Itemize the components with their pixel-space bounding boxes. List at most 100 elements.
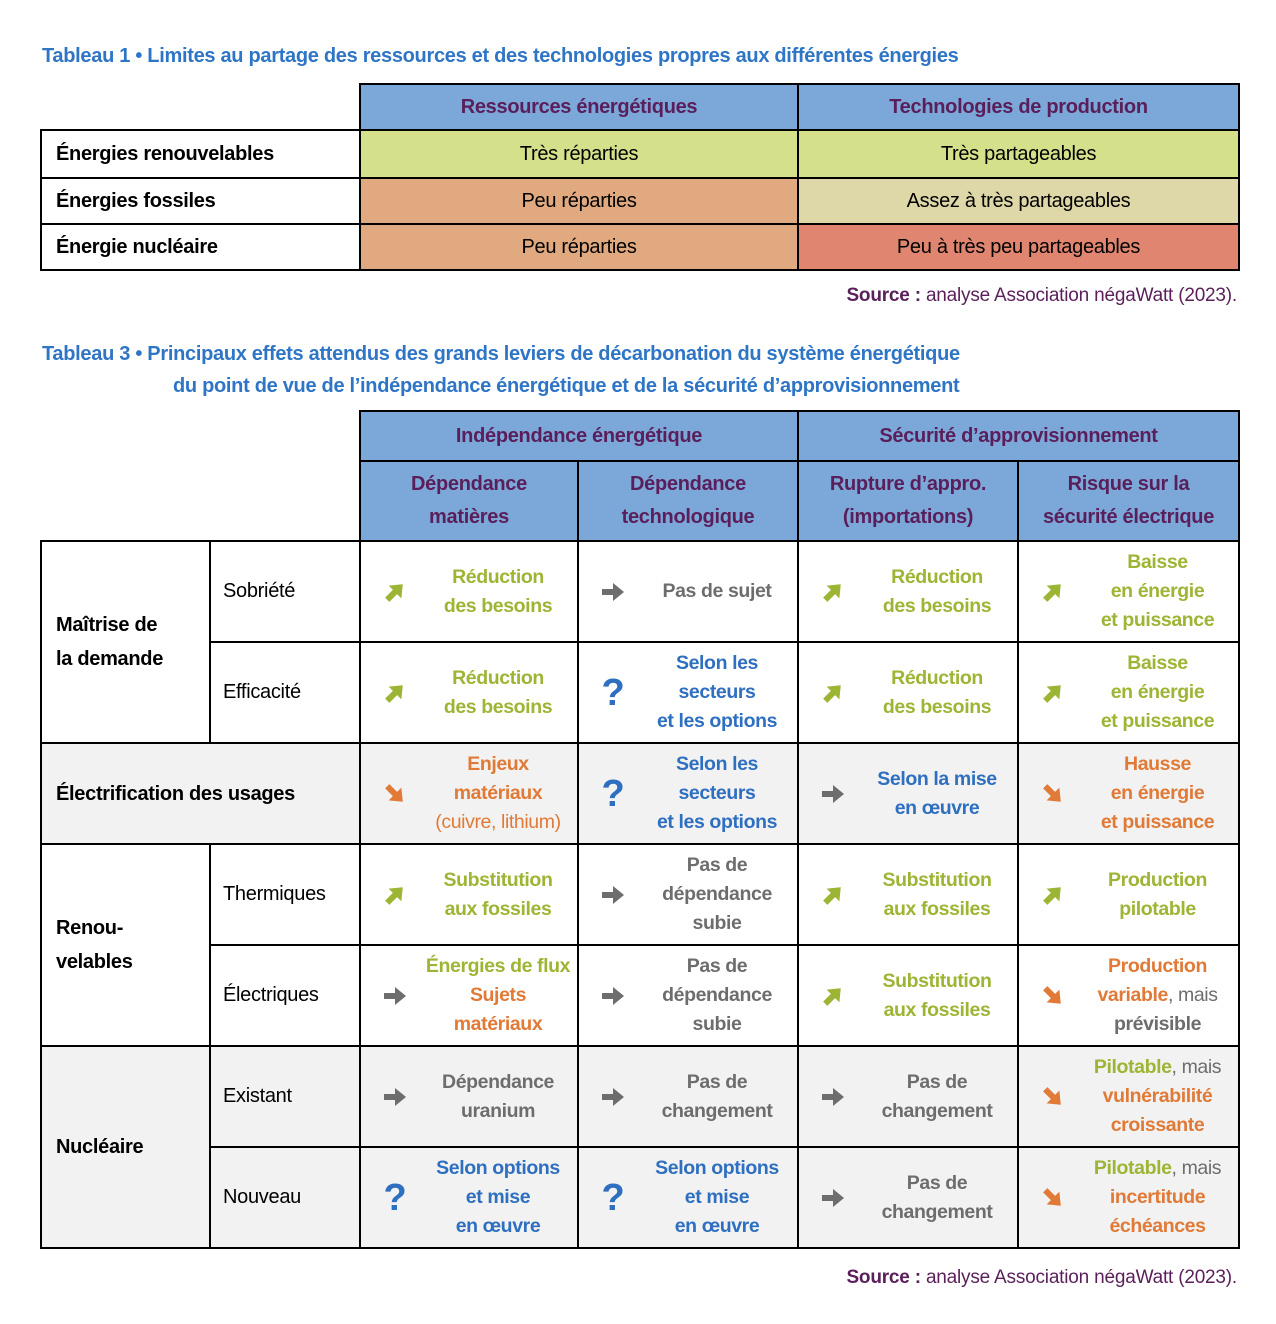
cell-line: Réduction — [423, 563, 573, 592]
cell-line: et puissance — [1081, 707, 1234, 736]
arrow-up-right-icon — [1043, 583, 1061, 602]
cell-text: des besoins — [443, 695, 553, 718]
cell-text: et les options — [656, 811, 778, 833]
effect-cell: Pas de changement — [797, 1045, 1020, 1148]
cell-line: des besoins — [861, 592, 1013, 621]
cell-line: Réduction — [423, 664, 573, 693]
cell-text: des besoins — [443, 594, 553, 617]
cell-line: et les options — [641, 707, 793, 736]
cell-text: Selon les — [675, 652, 759, 674]
cell-text: Substitution — [443, 868, 553, 891]
cell-line: uranium — [423, 1097, 573, 1126]
sub-header-line: matières — [429, 506, 509, 528]
cell-line: Substitution — [423, 866, 573, 895]
sub-header: Risque sur la sécurité électrique — [1017, 460, 1241, 542]
cell-text: pilotable — [1119, 897, 1196, 920]
source-text: analyse Association négaWatt (2023). — [920, 1267, 1237, 1288]
cell-line: en énergie — [1081, 678, 1234, 707]
cell-line: Pilotable, mais — [1081, 1154, 1234, 1183]
cell-text: aux fossiles — [444, 897, 552, 920]
cell-line: variable, mais — [1081, 981, 1234, 1010]
table-cell: Très réparties — [359, 129, 799, 179]
effect-cell: Pas de dépendance subie — [576, 843, 800, 946]
cell-line: Substitution — [861, 967, 1013, 996]
cell-text: en œuvre — [894, 796, 980, 819]
cell-text: échéances — [1109, 1215, 1206, 1237]
cell-line: prévisible — [1081, 1010, 1234, 1039]
cell-text: croissante — [1110, 1114, 1205, 1136]
table-cell: Très partageables — [797, 129, 1240, 179]
cell-line: aux fossiles — [861, 996, 1013, 1025]
question-mark-icon: ? — [601, 671, 625, 714]
cell-line: Pas de sujet — [641, 577, 793, 606]
cell-text: aux fossiles — [883, 897, 991, 920]
arrow-right-icon — [384, 1087, 406, 1106]
effect-cell: Pilotable, mais incertitude échéances — [1017, 1146, 1241, 1249]
cell-line: Selon les — [641, 750, 793, 779]
cell-text: uranium — [460, 1099, 536, 1122]
sub-header-line: Dépendance — [630, 473, 746, 495]
group-label-line: la demande — [56, 648, 164, 670]
cell-line: changement — [861, 1097, 1013, 1126]
cell-line: vulnérabilité — [1081, 1082, 1234, 1111]
effect-cell: Baisse en énergie et puissance — [1017, 641, 1241, 744]
table-row: Énergie nucléaire Peu réparties Peu à très… — [40, 223, 1240, 271]
cell-text: changement — [881, 1200, 993, 1223]
sub-header: Dépendance technologique — [576, 460, 800, 542]
table3-source: Source : analyse Association négaWatt (2… — [846, 1267, 1237, 1289]
effect-cell: Hausse en énergie et puissance — [1017, 742, 1241, 845]
cell-text: Enjeux — [467, 753, 529, 775]
empty-corner — [41, 411, 360, 542]
source-label: Source : — [846, 1267, 921, 1288]
cell-text: et mise — [684, 1186, 750, 1208]
cell-text: Pas de — [686, 1070, 748, 1093]
table3-title: Tableau 3 • Principaux effets attendus d… — [42, 338, 960, 402]
cell-text: secteurs — [678, 681, 756, 703]
effect-cell: Pas de changement — [797, 1146, 1020, 1249]
cell-text: Réduction — [452, 666, 544, 689]
cell-text: Production — [1108, 868, 1207, 891]
effect-cell: Substitution aux fossiles — [359, 843, 579, 946]
cell-text: vulnérabilité — [1102, 1085, 1213, 1107]
cell-text: et mise — [465, 1186, 531, 1208]
sub-row-label: Existant — [209, 1045, 361, 1148]
effect-cell: Substitution aux fossiles — [797, 944, 1020, 1047]
cell-line: changement — [641, 1097, 793, 1126]
cell-line: Énergies de flux — [423, 952, 573, 981]
sub-header-line: Risque sur la — [1067, 473, 1190, 495]
cell-line: Pas de — [861, 1068, 1013, 1097]
arrow-up-right-icon — [823, 987, 841, 1006]
cell-line: Pas de — [641, 851, 793, 880]
table-row: Électrification des usages Enjeux matériau… — [40, 742, 1241, 845]
cell-line: subie — [641, 909, 793, 938]
cell-line: changement — [861, 1198, 1013, 1227]
sub-header: Rupture d’appro. (importations) — [797, 460, 1020, 542]
table-row: Énergies renouvelables Très réparties Très… — [40, 129, 1240, 179]
effect-cell: Production variable, mais prévisible — [1017, 944, 1241, 1047]
table-number: Tableau 3 • — [42, 343, 143, 365]
cell-text: Sujets — [469, 984, 527, 1006]
cell-line: Pilotable, mais — [1081, 1053, 1234, 1082]
cell-text: , mais — [1171, 1157, 1222, 1179]
cell-line: secteurs — [641, 779, 793, 808]
sub-header-line: Dépendance — [411, 473, 527, 495]
column-header: Ressources énergétiques — [359, 83, 799, 131]
cell-text: Selon la mise — [877, 767, 997, 790]
cell-line: des besoins — [423, 693, 573, 722]
cell-text: variable — [1097, 984, 1168, 1006]
source-label: Source : — [846, 285, 921, 306]
cell-text: Hausse — [1124, 753, 1191, 775]
sub-header-row: Dépendance matières Dépendance technologiqu… — [41, 460, 1241, 542]
cell-text: Dépendance — [442, 1070, 554, 1093]
cell-text: Pilotable — [1093, 1056, 1172, 1078]
cell-text: et les options — [656, 710, 778, 732]
cell-text: Selon options — [436, 1157, 560, 1179]
cell-line: et mise — [423, 1183, 573, 1212]
effect-cell: Réduction des besoins — [359, 641, 579, 744]
cell-line: matériaux — [423, 1010, 573, 1039]
table-row: Renou-velables Thermiques Substitution aux … — [40, 843, 1241, 1047]
arrow-right-icon — [602, 582, 624, 601]
table-cell: Peu réparties — [359, 177, 799, 225]
cell-line: Production — [1081, 866, 1234, 895]
group-label-line: Électrification des usages — [56, 782, 295, 805]
